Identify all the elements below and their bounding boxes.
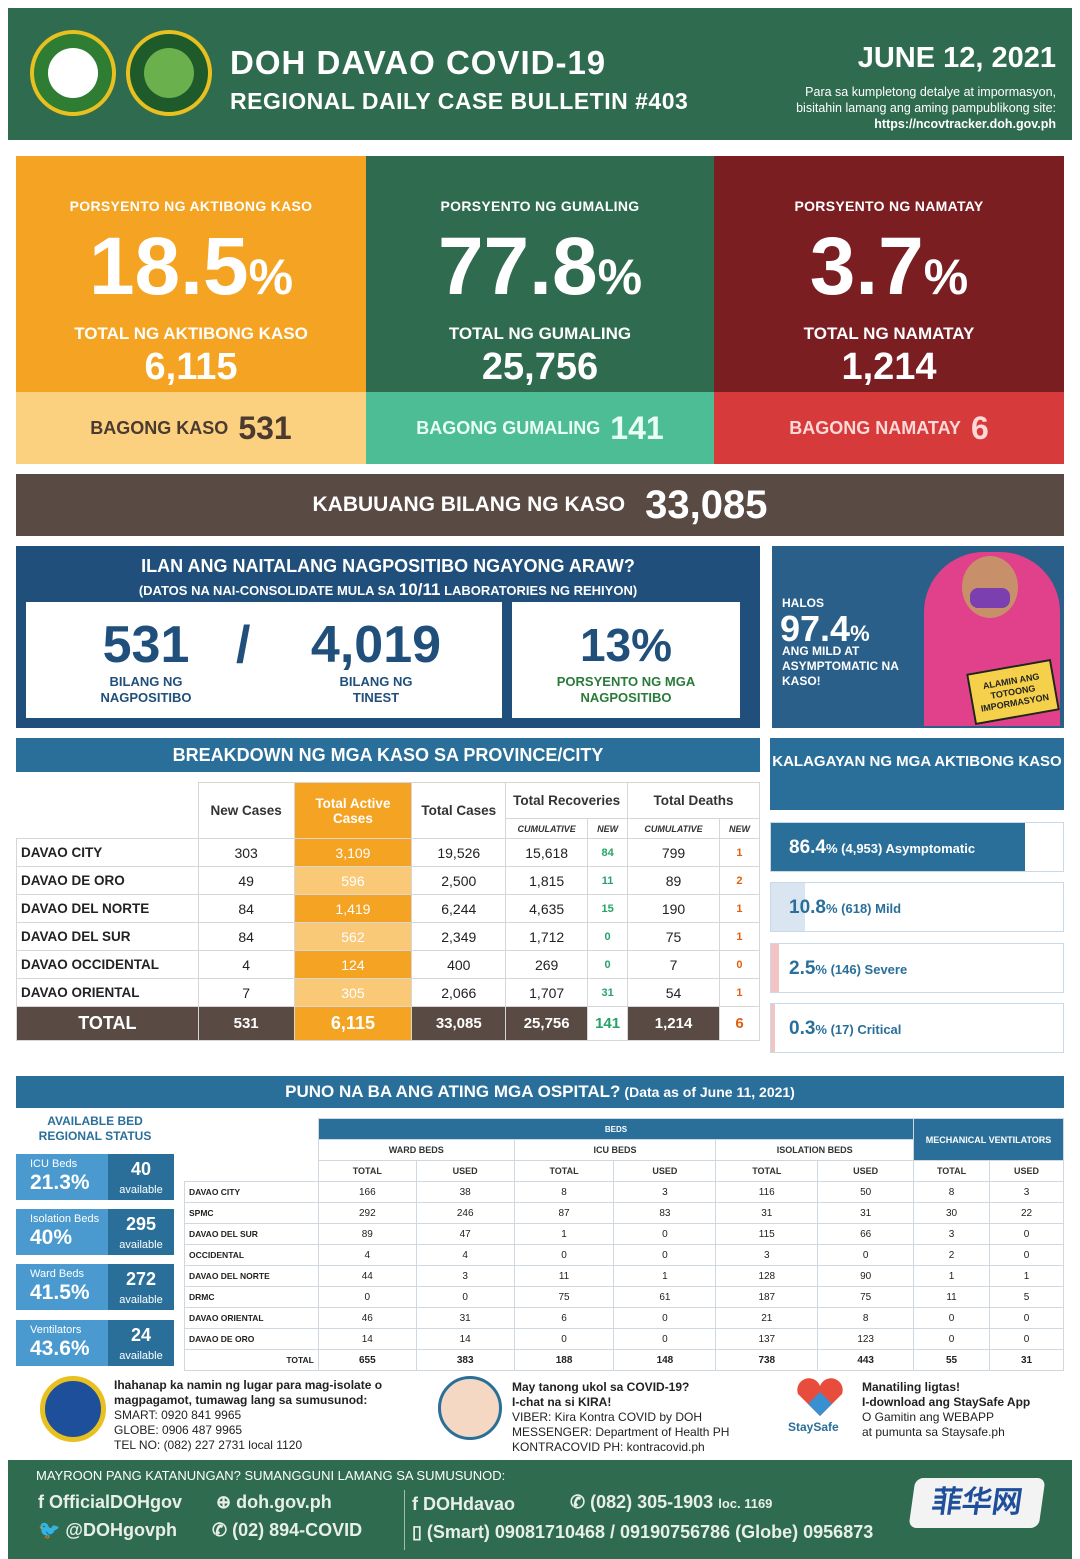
table-row: DAVAO DEL NORTE 84 1,419 6,244 4,635 15 190 1 bbox=[16, 894, 761, 923]
avail-title: AVAILABLE BED REGIONAL STATUS bbox=[38, 1114, 152, 1143]
status-bar: 0.3% (17) Critical bbox=[770, 1003, 1064, 1053]
facebook-doh-link[interactable]: f OfficialDOHgov bbox=[38, 1492, 183, 1512]
doh-website-link[interactable]: ⊕ doh.gov.ph bbox=[216, 1492, 332, 1512]
new-count-band-2: BAGONG NAMATAY 6 bbox=[714, 392, 1064, 464]
table-row: DAVAO ORIENTAL 46 31 6 0 21 8 0 0 bbox=[184, 1307, 1064, 1329]
status-bar: 86.4% (4,953) Asymptomatic bbox=[770, 822, 1064, 872]
status-bar: 10.8% (618) Mild bbox=[770, 882, 1064, 932]
table-row: DAVAO DEL SUR 89 47 1 0 115 66 3 0 bbox=[184, 1223, 1064, 1245]
mask-illustration bbox=[970, 588, 1010, 608]
table-row: DAVAO ORIENTAL 7 305 2,066 1,707 31 54 1 bbox=[16, 978, 761, 1007]
hotline-number: ✆ (02) 894-COVID bbox=[212, 1520, 363, 1540]
davao-phone: ✆ (082) 305-1903 loc. 1169 bbox=[570, 1492, 773, 1512]
header-banner: DOH DAVAO COVID-19 REGIONAL DAILY CASE B… bbox=[8, 8, 1072, 140]
stat-panel-1: PORSYENTO NG GUMALING 77.8% TOTAL NG GUM… bbox=[366, 156, 714, 392]
table-total-row: TOTAL 531 6,115 33,085 25,756 141 1,214 6 bbox=[16, 1006, 761, 1041]
stat-total: 6,115 bbox=[144, 346, 238, 388]
stat-pct: 18.5% bbox=[88, 221, 294, 312]
table-row: DAVAO DEL SUR 84 562 2,349 1,712 0 75 1 bbox=[16, 922, 761, 951]
table-row: DAVAO OCCIDENTAL 4 124 400 269 0 7 0 bbox=[16, 950, 761, 979]
avail-box: Isolation Beds 40% 295 available bbox=[16, 1209, 174, 1255]
bulletin-title: DOH DAVAO COVID-19 bbox=[230, 44, 607, 81]
face-illustration bbox=[962, 556, 1018, 618]
table-row: DAVAO CITY 166 38 8 3 116 50 8 3 bbox=[184, 1181, 1064, 1203]
stat-pct: 3.7% bbox=[809, 221, 969, 312]
header-note: Para sa kumpletong detalye at impormasyo… bbox=[756, 84, 1056, 132]
table-total-row: TOTAL 655 383 188 148 738 443 55 31 bbox=[184, 1349, 1064, 1371]
bulletin-date: JUNE 12, 2021 bbox=[857, 42, 1056, 74]
new-count-band-0: BAGONG KASO 531 bbox=[16, 392, 366, 464]
new-count: 141 bbox=[610, 409, 664, 446]
total-cases-bar: KABUUANG BILANG NG KASO 33,085 bbox=[16, 474, 1064, 536]
kalagayan-title: KALAGAYAN NG MGA AKTIBONG KASO bbox=[770, 738, 1064, 810]
province-table: New Cases Total Active Cases Total Cases… bbox=[16, 782, 761, 1041]
table-row: DAVAO DEL NORTE 44 3 11 1 128 90 1 1 bbox=[184, 1265, 1064, 1287]
mild-asymptomatic-pct: 97.4 bbox=[780, 608, 851, 649]
table-row: SPMC 292 246 87 83 31 31 30 22 bbox=[184, 1202, 1064, 1224]
stat-total: 25,756 bbox=[481, 346, 599, 388]
avail-box: ICU Beds 21.3% 40 available bbox=[16, 1154, 174, 1200]
table-row: DAVAO CITY 303 3,109 19,526 15,618 84 799 1 bbox=[16, 838, 761, 867]
positivity-rate: 13% bbox=[579, 619, 673, 671]
positive-count: 531 bbox=[102, 616, 190, 674]
bulletin-subtitle: REGIONAL DAILY CASE BULLETIN #403 bbox=[230, 88, 689, 114]
total-cases-value: 33,085 bbox=[645, 482, 768, 527]
new-count: 531 bbox=[238, 409, 292, 446]
command-center-logo bbox=[40, 1376, 106, 1442]
status-bar-fill bbox=[771, 883, 805, 931]
breakdown-title: BREAKDOWN NG MGA KASO SA PROVINCE/CITY bbox=[16, 738, 760, 772]
stat-pct: 77.8% bbox=[437, 221, 643, 312]
kira-panel: HALOS 97.4% ANG MILD AT ASYMPTOMATIC NA … bbox=[772, 546, 1064, 728]
republic-seal-logo bbox=[30, 30, 116, 116]
staysafe-contact: Manatiling ligtas! I-download ang StaySaf… bbox=[862, 1380, 1031, 1439]
tracker-link[interactable]: https://ncovtracker.doh.gov.ph bbox=[874, 117, 1056, 131]
status-bar: 2.5% (146) Severe bbox=[770, 943, 1064, 993]
stat-total: 1,214 bbox=[841, 346, 937, 388]
table-row: DAVAO DE ORO 49 596 2,500 1,815 11 89 2 bbox=[16, 866, 761, 895]
staysafe-heart-icon bbox=[794, 1378, 846, 1418]
stat-panel-0: PORSYENTO NG AKTIBONG KASO 18.5% TOTAL N… bbox=[16, 156, 366, 392]
new-count: 6 bbox=[970, 409, 989, 446]
kira-contact: May tanong ukol sa COVID-19? I-chat na si… bbox=[512, 1380, 730, 1454]
tested-count: 4,019 bbox=[310, 616, 442, 674]
positivity-rate-box: 13% PORSYENTO NG MGA NAGPOSITIBO bbox=[512, 602, 740, 718]
kira-avatar bbox=[438, 1376, 502, 1440]
new-count-band-1: BAGONG GUMALING 141 bbox=[366, 392, 714, 464]
hospital-beds-table: BEDS MECHANICAL VENTILATORS WARD BEDS IC… bbox=[184, 1118, 1064, 1371]
avail-box: Ventilators 43.6% 24 available bbox=[16, 1320, 174, 1366]
isolation-contact: Ihahanap ka namin ng lugar para mag-isol… bbox=[114, 1378, 383, 1452]
status-bar-fill bbox=[771, 823, 1026, 871]
twitter-link[interactable]: 🐦 @DOHgovph bbox=[38, 1520, 177, 1540]
positive-tested-box: 531 BILANG NG NAGPOSITIBO / 4,019 BILANG… bbox=[26, 602, 502, 718]
status-bar-fill bbox=[771, 944, 779, 992]
staysafe-logo-text: StaySafe bbox=[788, 1420, 839, 1434]
status-bar-fill bbox=[771, 1004, 775, 1052]
doh-davao-seal-logo bbox=[126, 30, 212, 116]
stat-panel-2: PORSYENTO NG NAMATAY 3.7% TOTAL NG NAMAT… bbox=[714, 156, 1064, 392]
hospital-title: PUNO NA BA ANG ATING MGA OSPITAL? (Data a… bbox=[16, 1076, 1064, 1108]
table-row: OCCIDENTAL 4 4 0 0 3 0 2 0 bbox=[184, 1244, 1064, 1266]
positivity-panel: ILAN ANG NAITALANG NAGPOSITIBO NGAYONG A… bbox=[16, 546, 760, 728]
avail-box: Ward Beds 41.5% 272 available bbox=[16, 1264, 174, 1310]
mobile-numbers: ▯ (Smart) 09081710468 / 09190756786 (Glo… bbox=[412, 1522, 874, 1542]
watermark-logo: 菲华网 bbox=[908, 1478, 1046, 1528]
footer-divider bbox=[404, 1490, 405, 1550]
table-row: DAVAO DE ORO 14 14 0 0 137 123 0 0 bbox=[184, 1328, 1064, 1350]
footer: MAYROON PANG KATANUNGAN? SUMANGGUNI LAMA… bbox=[8, 1460, 1072, 1559]
table-row: DRMC 0 0 75 61 187 75 11 5 bbox=[184, 1286, 1064, 1308]
facebook-davao-link[interactable]: f DOHdavao bbox=[412, 1494, 516, 1514]
